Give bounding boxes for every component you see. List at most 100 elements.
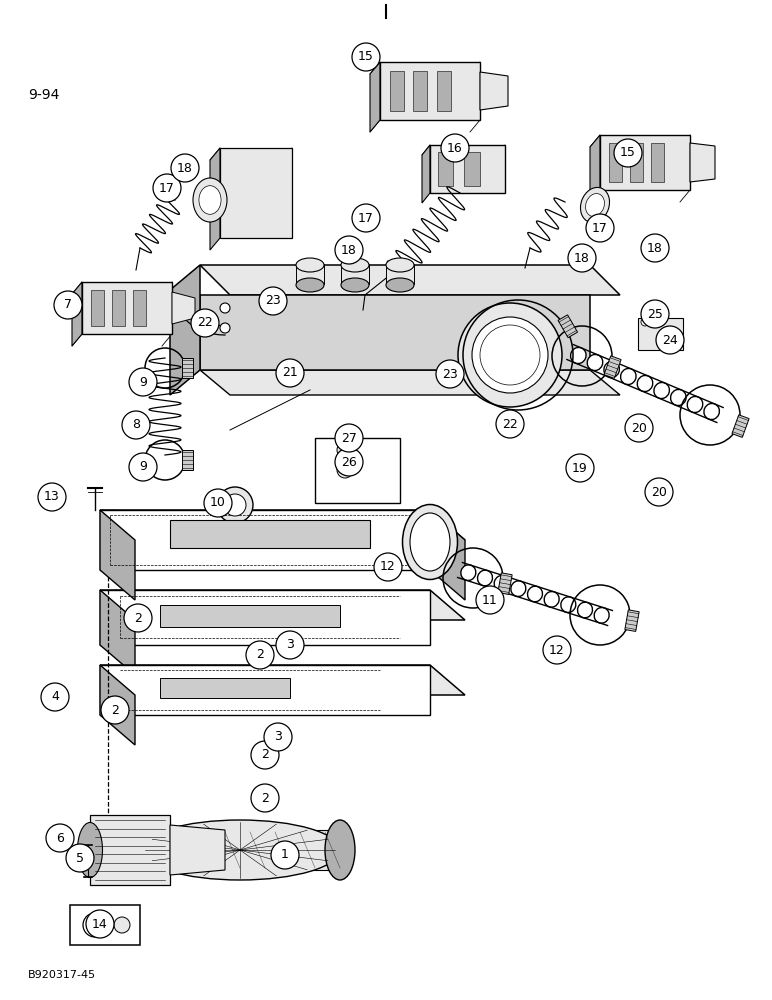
Ellipse shape	[478, 570, 493, 586]
Text: 14: 14	[92, 918, 108, 930]
Text: 22: 22	[197, 316, 213, 330]
Text: 14: 14	[88, 920, 102, 930]
Circle shape	[458, 303, 562, 407]
Circle shape	[38, 483, 66, 511]
Circle shape	[568, 244, 596, 272]
Circle shape	[436, 360, 464, 388]
Polygon shape	[200, 295, 590, 370]
Ellipse shape	[296, 258, 324, 272]
Text: 12: 12	[549, 644, 565, 656]
Circle shape	[153, 174, 181, 202]
Bar	[82, 282, 172, 334]
Text: 9: 9	[139, 460, 147, 474]
Circle shape	[543, 636, 571, 664]
Polygon shape	[170, 825, 225, 875]
Text: 19: 19	[572, 462, 587, 475]
Text: 11: 11	[482, 593, 498, 606]
Bar	[413, 71, 428, 111]
Bar	[341, 264, 369, 284]
Ellipse shape	[704, 403, 720, 420]
Polygon shape	[100, 510, 135, 600]
Ellipse shape	[621, 368, 636, 385]
Circle shape	[129, 453, 157, 481]
Circle shape	[472, 317, 548, 393]
Circle shape	[641, 300, 669, 328]
Bar	[170, 520, 370, 548]
Polygon shape	[100, 590, 135, 675]
Circle shape	[264, 723, 292, 751]
Text: B920317-45: B920317-45	[28, 970, 96, 980]
Circle shape	[251, 741, 279, 769]
Ellipse shape	[325, 820, 355, 880]
Bar	[600, 135, 690, 190]
Bar	[225, 505, 245, 527]
Polygon shape	[200, 370, 620, 395]
Circle shape	[251, 784, 279, 812]
Text: 24: 24	[662, 334, 678, 347]
Circle shape	[656, 326, 684, 354]
Bar	[430, 145, 505, 193]
Bar	[390, 71, 404, 111]
Text: 25: 25	[647, 308, 663, 320]
Text: 5: 5	[76, 852, 84, 864]
Circle shape	[335, 424, 363, 452]
Text: 9-94: 9-94	[28, 88, 59, 102]
Polygon shape	[732, 415, 749, 437]
Circle shape	[614, 139, 642, 167]
Polygon shape	[370, 62, 380, 132]
Ellipse shape	[494, 575, 510, 591]
Polygon shape	[100, 590, 465, 620]
Circle shape	[335, 448, 363, 476]
Text: 20: 20	[631, 422, 647, 434]
Polygon shape	[172, 292, 195, 324]
Bar	[112, 290, 124, 326]
Circle shape	[114, 917, 130, 933]
Bar	[315, 438, 400, 503]
Ellipse shape	[140, 820, 340, 880]
Bar	[140, 830, 340, 870]
Polygon shape	[182, 450, 193, 470]
Circle shape	[224, 494, 246, 516]
Polygon shape	[100, 665, 430, 715]
Polygon shape	[625, 610, 639, 631]
Polygon shape	[422, 145, 430, 203]
Text: 4: 4	[51, 690, 59, 704]
Bar	[651, 143, 664, 182]
Bar	[220, 148, 292, 238]
Polygon shape	[690, 143, 715, 182]
Ellipse shape	[560, 597, 576, 613]
Circle shape	[335, 236, 363, 264]
Circle shape	[586, 214, 614, 242]
Ellipse shape	[544, 591, 559, 607]
Ellipse shape	[594, 607, 609, 623]
Circle shape	[566, 454, 594, 482]
Bar	[630, 143, 642, 182]
Polygon shape	[182, 358, 193, 378]
Circle shape	[276, 359, 304, 387]
Text: 2: 2	[261, 748, 269, 762]
Circle shape	[625, 414, 653, 442]
Text: 15: 15	[358, 50, 374, 64]
Text: 2: 2	[111, 704, 119, 716]
Polygon shape	[590, 135, 600, 202]
Circle shape	[641, 318, 649, 326]
Polygon shape	[200, 265, 620, 295]
Text: 3: 3	[274, 730, 282, 744]
Polygon shape	[480, 72, 508, 110]
Bar	[386, 264, 414, 284]
Ellipse shape	[77, 822, 103, 878]
Polygon shape	[100, 665, 135, 745]
Circle shape	[352, 43, 380, 71]
Circle shape	[191, 309, 219, 337]
Text: 12: 12	[380, 560, 396, 574]
Text: 26: 26	[341, 456, 357, 468]
Bar	[609, 143, 621, 182]
Circle shape	[246, 641, 274, 669]
Circle shape	[41, 683, 69, 711]
Text: 23: 23	[442, 367, 458, 380]
Circle shape	[220, 323, 230, 333]
Text: 9: 9	[139, 375, 147, 388]
Ellipse shape	[585, 194, 604, 216]
Text: 20: 20	[651, 486, 667, 498]
Polygon shape	[210, 148, 220, 250]
